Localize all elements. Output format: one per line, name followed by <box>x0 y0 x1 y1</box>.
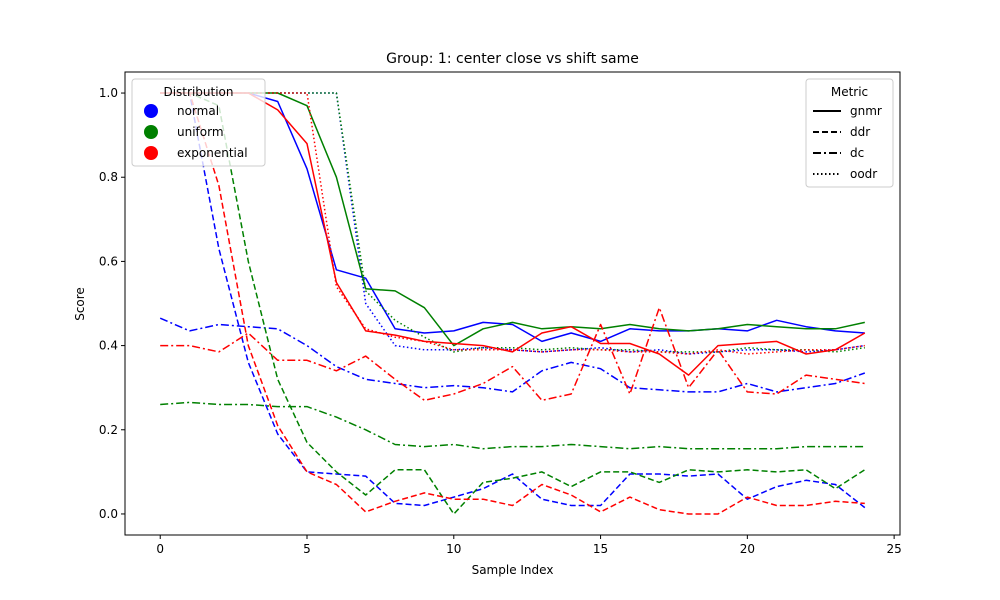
x-tick-label: 20 <box>740 542 755 556</box>
y-tick-label: 1.0 <box>99 86 118 100</box>
series-line-normal-gnmr <box>160 92 865 343</box>
legend-metric-title: Metric <box>831 85 868 99</box>
x-tick-label: 0 <box>156 542 164 556</box>
series-line-normal-ddr <box>160 92 866 509</box>
y-tick-label: 0.8 <box>99 170 118 184</box>
legend-label-uniform: uniform <box>177 125 224 139</box>
series-line-normal-dc <box>159 317 866 393</box>
series-line-exponential-oodr <box>160 92 865 355</box>
x-axis-ticks: 0 5 10 15 20 25 <box>156 535 902 556</box>
y-axis-label: Score <box>73 287 87 321</box>
legend-distribution-box <box>131 78 266 167</box>
x-tick-label: 15 <box>593 542 608 556</box>
x-tick-label: 5 <box>303 542 311 556</box>
legend-label-exponential: exponential <box>177 146 248 160</box>
legend-distribution: Distribution normal uniform exponential <box>131 78 266 167</box>
x-tick-label: 10 <box>446 542 461 556</box>
legend-label-gnmr: gnmr <box>850 104 882 118</box>
chart-title: Group: 1: center close vs shift same <box>386 51 639 67</box>
series-line-exponential-ddr <box>160 92 865 515</box>
legend-label-oodr: oodr <box>850 167 877 181</box>
series-line-exponential-dc <box>160 306 865 402</box>
legend-distribution-title: Distribution <box>163 85 233 99</box>
legend-marker-normal <box>144 104 158 118</box>
y-tick-label: 0.6 <box>99 254 118 268</box>
series-layer <box>159 92 866 515</box>
series-line-uniform-dc <box>160 401 865 450</box>
legend-label-ddr: ddr <box>850 125 870 139</box>
y-axis-ticks: 0.0 0.2 0.4 0.6 0.8 1.0 <box>99 86 125 521</box>
legend-metric: Metric gnmr ddr dc oodr <box>805 78 894 188</box>
legend-label-dc: dc <box>850 146 864 160</box>
y-tick-label: 0.2 <box>99 423 118 437</box>
y-tick-label: 0.4 <box>99 339 118 353</box>
series-line-uniform-ddr <box>160 92 866 515</box>
x-axis-label: Sample Index <box>472 563 554 577</box>
legend-label-normal: normal <box>177 104 219 118</box>
series-line-exponential-gnmr <box>160 92 866 376</box>
y-tick-label: 0.0 <box>99 507 118 521</box>
legend-marker-exponential <box>144 146 158 160</box>
x-tick-label: 25 <box>886 542 901 556</box>
legend-marker-uniform <box>144 125 158 139</box>
legend-metric-box <box>805 78 894 188</box>
